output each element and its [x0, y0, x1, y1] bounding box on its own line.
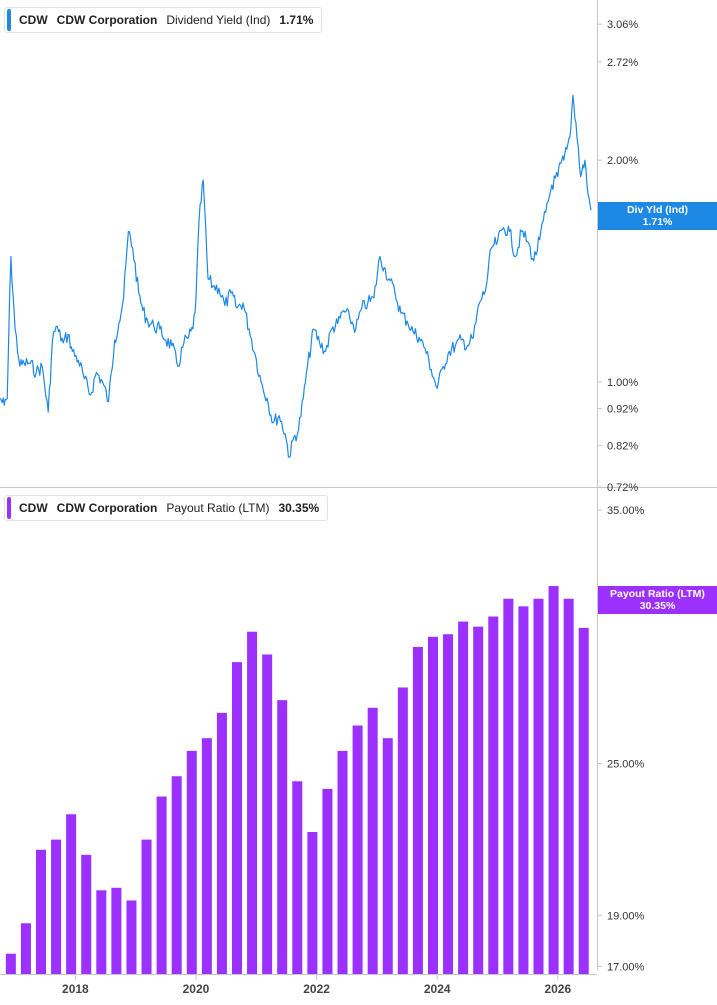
- payout-bar: [247, 631, 258, 974]
- payout-bar: [262, 654, 273, 974]
- payout-legend-company: CDW Corporation: [56, 501, 158, 515]
- payout-bar: [488, 616, 499, 974]
- x-axis: 2018 2020 2022 2024 2026: [62, 974, 571, 996]
- yield-y-axis: 3.06% 2.72% 2.00% 1.00% 0.92% 0.82% 0.72%: [597, 19, 638, 494]
- payout-y-axis: 35.00% 25.00% 19.00% 17.00%: [597, 505, 645, 973]
- payout-legend: CDW CDW Corporation Payout Ratio (LTM) 3…: [4, 495, 329, 521]
- payout-bar: [367, 707, 378, 974]
- payout-bar: [518, 606, 529, 974]
- payout-legend-swatch: [7, 497, 11, 519]
- yield-tick-label: 2.00%: [607, 155, 638, 167]
- payout-bar: [277, 700, 288, 974]
- yield-badge-value: 1.71%: [642, 216, 673, 228]
- payout-badge-title: Payout Ratio (LTM): [610, 588, 705, 600]
- payout-bar: [443, 634, 454, 974]
- payout-legend-value: 30.35%: [278, 501, 320, 515]
- yield-tick-label: 0.82%: [607, 440, 638, 452]
- payout-legend-symbol: CDW: [19, 501, 48, 515]
- yield-legend-value: 1.71%: [279, 13, 314, 27]
- yield-tick-label: 2.72%: [607, 57, 638, 69]
- x-tick-label: 2020: [183, 982, 210, 996]
- yield-legend-company: CDW Corporation: [56, 13, 158, 27]
- payout-bar: [458, 621, 469, 974]
- yield-badge-title: Div Yld (Ind): [626, 204, 689, 216]
- payout-bar: [352, 725, 363, 974]
- payout-bar: [126, 900, 137, 974]
- payout-bar: [20, 923, 31, 974]
- payout-tick-label: 25.00%: [607, 759, 645, 771]
- payout-bar: [141, 839, 152, 974]
- yield-tick-label: 0.72%: [607, 482, 638, 494]
- payout-bar: [292, 781, 303, 974]
- payout-bars: [5, 586, 589, 974]
- payout-bar: [186, 750, 197, 974]
- payout-bar: [96, 890, 107, 974]
- payout-bar: [201, 738, 212, 974]
- yield-tick-label: 0.92%: [607, 404, 638, 416]
- payout-bar: [216, 712, 227, 974]
- payout-bar: [81, 854, 92, 974]
- payout-bar: [51, 839, 62, 974]
- yield-legend-swatch: [7, 9, 11, 31]
- payout-bar: [397, 687, 408, 974]
- payout-bar: [382, 738, 393, 974]
- yield-legend-metric: Dividend Yield (Ind): [166, 13, 271, 27]
- payout-tick-label: 19.00%: [607, 911, 645, 923]
- payout-bar: [563, 598, 574, 974]
- payout-value-badge: Payout Ratio (LTM) 30.35%: [598, 586, 717, 614]
- x-tick-label: 2018: [62, 982, 89, 996]
- payout-tick-label: 35.00%: [607, 505, 645, 517]
- payout-bar: [5, 953, 16, 974]
- payout-bar: [66, 814, 77, 974]
- x-tick-label: 2024: [424, 982, 451, 996]
- payout-bar: [427, 636, 438, 974]
- yield-tick-label: 3.06%: [607, 19, 638, 31]
- payout-bar: [337, 750, 348, 974]
- payout-legend-metric: Payout Ratio (LTM): [166, 501, 270, 515]
- payout-bar: [473, 626, 484, 974]
- payout-bar: [156, 796, 167, 974]
- payout-bar: [533, 598, 544, 974]
- payout-bar: [307, 832, 318, 974]
- yield-value-badge: Div Yld (Ind) 1.71%: [598, 202, 717, 230]
- payout-badge-value: 30.35%: [639, 600, 676, 612]
- yield-legend-symbol: CDW: [19, 13, 48, 27]
- payout-bar: [503, 598, 514, 974]
- x-tick-label: 2026: [544, 982, 571, 996]
- payout-bar: [548, 586, 559, 974]
- yield-tick-label: 1.00%: [607, 377, 638, 389]
- yield-legend: CDW CDW Corporation Dividend Yield (Ind)…: [4, 7, 323, 33]
- payout-bar: [322, 788, 333, 974]
- payout-bar: [412, 646, 423, 974]
- payout-bar: [171, 776, 182, 974]
- payout-bar: [231, 662, 242, 974]
- payout-bar: [578, 627, 589, 974]
- payout-tick-label: 17.00%: [607, 961, 645, 973]
- yield-series-line: [0, 94, 592, 458]
- payout-bar: [111, 887, 122, 974]
- payout-bar: [36, 849, 47, 974]
- x-tick-label: 2022: [303, 982, 330, 996]
